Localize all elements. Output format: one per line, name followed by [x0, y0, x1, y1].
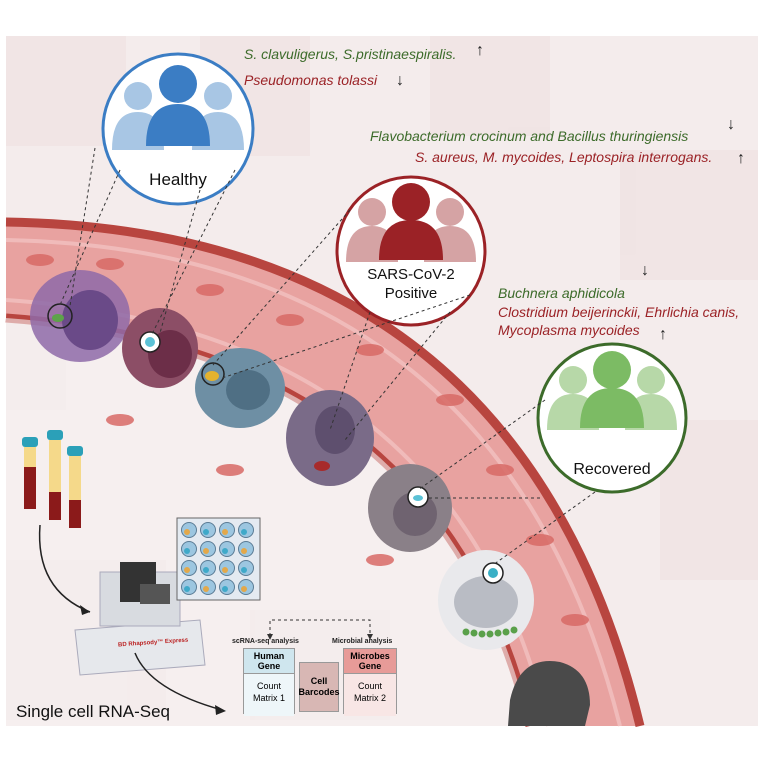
well-cell: [184, 529, 190, 535]
positive-down-text: Flavobacterium crocinum and Bacillus thu…: [370, 128, 689, 144]
recovered-up-text-1: Clostridium beijerinckii, Ehrlichia cani…: [498, 304, 740, 320]
recovered-up-text-2: Mycoplasma mycoides: [498, 322, 640, 338]
bd-rhapsody-instrument: [74, 562, 226, 715]
scrna-analysis-label: scRNA-seq analysis: [232, 638, 299, 645]
up-arrow-icon: ↑: [659, 326, 667, 343]
microbes-gene-header: Microbes Gene: [344, 649, 396, 674]
well-cell: [184, 567, 190, 573]
workflow-title: Single cell RNA-Seq: [16, 702, 171, 721]
well-plate: [176, 517, 261, 601]
cell-5: [368, 464, 452, 552]
cell-barcodes-box: Cell Barcodes: [298, 662, 340, 712]
well-cell: [203, 548, 209, 554]
well-cell: [241, 548, 247, 554]
healthy-up-text: S. clavuligerus, S.pristinaespiralis.: [244, 46, 457, 62]
up-arrow-icon: ↑: [476, 42, 484, 59]
well-cell: [241, 586, 247, 592]
positive-label-line1: SARS-CoV-2: [367, 266, 455, 283]
positive-circle-graphic: [335, 175, 487, 327]
well-cell: [203, 586, 209, 592]
count-matrix-1: Count Matrix 1: [244, 674, 294, 716]
cell-7: [508, 661, 590, 726]
down-arrow-icon: ↓: [727, 116, 735, 133]
cell-1: [30, 270, 130, 362]
cell-4: [286, 390, 374, 486]
well-cell: [203, 567, 209, 573]
recovered-label: Recovered: [573, 461, 651, 478]
recovered-down-text: Buchnera aphidicola: [498, 285, 625, 301]
cell-2: [122, 308, 198, 388]
well-cell: [241, 529, 247, 535]
positive-up-text: S. aureus, M. mycoides, Leptospira inter…: [415, 149, 713, 165]
count-matrix-2: Count Matrix 2: [344, 674, 396, 716]
blood-tubes: [22, 430, 91, 615]
cell-barcodes-label: Cell Barcodes: [298, 676, 340, 697]
down-arrow-icon: ↓: [396, 72, 404, 89]
cell-3: [195, 348, 285, 428]
well-cell: [184, 548, 190, 554]
well-cell: [184, 586, 190, 592]
healthy-down-text: Pseudomonas tolassi: [244, 72, 378, 88]
positive-label-line2: Positive: [384, 285, 438, 302]
human-gene-header: Human Gene: [244, 649, 294, 674]
healthy-label: Healthy: [149, 170, 207, 189]
down-arrow-icon: ↓: [641, 262, 649, 279]
well-cell: [241, 567, 247, 573]
up-arrow-icon: ↑: [737, 150, 745, 167]
connector-lines: [59, 147, 596, 566]
analysis-arrows: [269, 619, 371, 636]
red-blood-cells: [26, 254, 589, 626]
vessel-wall-outer: [5, 217, 645, 728]
well-cell: [222, 529, 228, 535]
well-cell: [222, 548, 228, 554]
human-gene-matrix: Human Gene Count Matrix 1: [243, 648, 295, 716]
well-cell: [222, 567, 228, 573]
microbes-gene-matrix: Microbes Gene Count Matrix 2: [343, 648, 397, 716]
well-cell: [222, 586, 228, 592]
recovered-circle-graphic: [536, 342, 688, 494]
well-cell: [203, 529, 209, 535]
healthy-circle-graphic: [101, 52, 255, 206]
cell-6: [438, 550, 534, 650]
microbial-analysis-label: Microbial analysis: [332, 638, 393, 645]
